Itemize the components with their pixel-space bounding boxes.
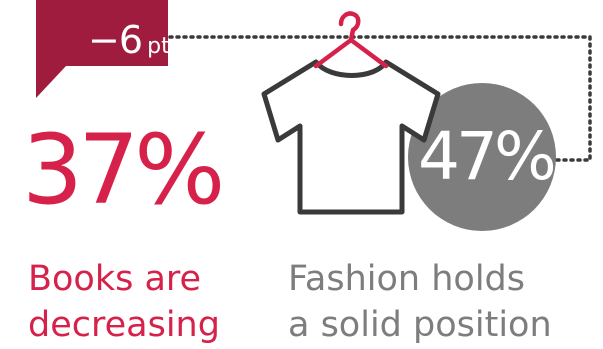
books-percent: 37% bbox=[22, 114, 225, 226]
fashion-caption-line1: Fashion holds bbox=[288, 259, 526, 299]
dotted-connector bbox=[168, 35, 592, 162]
books-caption-line2: decreasing bbox=[28, 305, 220, 345]
fashion-percent: 47% bbox=[418, 118, 557, 195]
badge-label: −6 pts bbox=[88, 18, 181, 62]
hanger-icon bbox=[313, 11, 389, 69]
fashion-caption: Fashion holds a solid position bbox=[288, 256, 552, 348]
books-caption-line1: Books are bbox=[28, 259, 202, 299]
badge-shape bbox=[36, 0, 168, 98]
fashion-caption-line2: a solid position bbox=[288, 305, 552, 345]
change-badge: −6 pts bbox=[36, 0, 181, 66]
books-caption: Books are decreasing bbox=[28, 256, 220, 348]
fashion-circle bbox=[408, 83, 556, 231]
badge-unit: pts bbox=[147, 34, 182, 59]
badge-value: −6 bbox=[88, 18, 143, 62]
